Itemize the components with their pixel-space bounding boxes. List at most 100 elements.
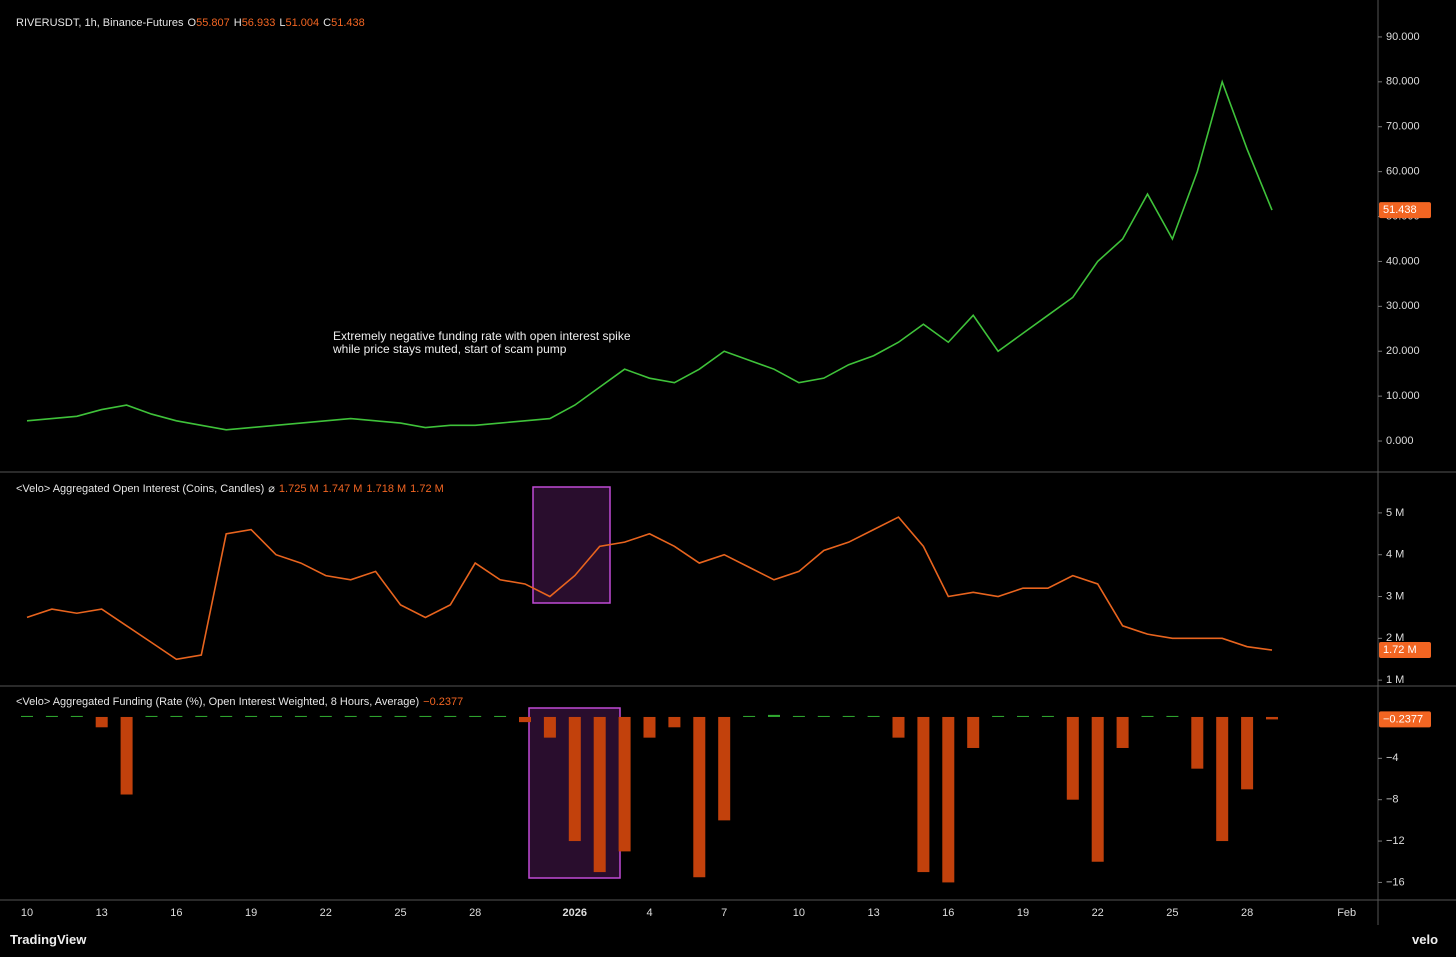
bar — [1166, 715, 1179, 717]
bar — [419, 715, 432, 717]
x-tick-label: Feb — [1337, 907, 1356, 919]
bar — [743, 715, 756, 717]
bar — [494, 715, 507, 717]
bar — [718, 716, 731, 821]
x-tick-label: 10 — [21, 907, 33, 919]
ohlc-value: 56.933 — [241, 17, 276, 29]
bar — [568, 716, 581, 842]
y-tick-label: 2 M — [1386, 632, 1404, 644]
title: <Velo> Aggregated Funding (Rate (%), Ope… — [16, 696, 420, 708]
last-value: −0.2377 — [423, 696, 464, 708]
bar — [294, 715, 307, 717]
bar — [643, 716, 656, 738]
bar — [319, 715, 332, 717]
bar — [195, 715, 208, 717]
price-header: RIVERUSDT, 1h, Binance-Futures O55.807 H56… — [16, 17, 373, 29]
last-value-label: −0.2377 — [1383, 713, 1423, 725]
ohlc-value: 55.807 — [196, 17, 230, 29]
oi-header: <Velo> Aggregated Open Interest (Coins, … — [16, 482, 448, 495]
bar — [369, 715, 382, 717]
bar — [792, 715, 805, 717]
annotation-line: while price stays muted, start of scam p… — [333, 342, 567, 356]
series-line — [26, 516, 1273, 661]
x-tick-label: 16 — [170, 907, 182, 919]
bar — [21, 715, 33, 717]
bar — [270, 715, 282, 717]
bar — [220, 715, 233, 717]
y-tick-label: 1 M — [1386, 674, 1404, 686]
x-tick-label: 22 — [320, 907, 332, 919]
ohlc-value: 51.004 — [285, 17, 320, 29]
highlight-box — [532, 486, 611, 604]
symbol: RIVERUSDT, 1h, Binance-Futures — [16, 17, 184, 29]
bar — [245, 715, 258, 717]
bar — [817, 715, 830, 717]
bar — [768, 714, 780, 717]
ohlc-value: 51.438 — [331, 17, 365, 29]
x-tick-label: 13 — [96, 907, 108, 919]
x-tick-label: 19 — [245, 907, 257, 919]
last-value-tag — [1379, 642, 1431, 659]
bar — [95, 716, 108, 728]
bar — [693, 716, 706, 878]
series-line — [26, 79, 1273, 431]
bar — [543, 716, 556, 738]
y-tick-label: −8 — [1386, 794, 1399, 806]
y-tick-label: −16 — [1386, 876, 1405, 888]
bar — [344, 715, 357, 717]
bar — [618, 716, 631, 852]
x-tick-label: 7 — [721, 907, 727, 919]
x-tick-label: 28 — [469, 907, 481, 919]
x-tick-label: 19 — [1017, 907, 1029, 919]
ohlc-label: L — [279, 17, 286, 29]
x-tick-label: 4 — [646, 907, 652, 919]
bar — [519, 716, 531, 723]
symbol-mark: ⌀ — [268, 483, 275, 495]
y-tick-label: 10.000 — [1386, 390, 1420, 402]
bar — [593, 716, 606, 873]
y-tick-label: 5 M — [1386, 507, 1404, 519]
last-value-tag — [1379, 202, 1431, 219]
y-tick-label: 70.000 — [1386, 121, 1420, 133]
bar — [942, 716, 955, 883]
y-tick-label: −12 — [1386, 835, 1405, 847]
y-tick-label: 60.000 — [1386, 166, 1420, 178]
y-tick-label: 90.000 — [1386, 31, 1420, 43]
x-tick-label: 2026 — [563, 907, 587, 919]
x-tick-label: 25 — [394, 907, 406, 919]
x-tick-label: 25 — [1166, 907, 1178, 919]
y-tick-label: 80.000 — [1386, 76, 1420, 88]
bar — [1266, 716, 1278, 720]
ohlc: O55.807 H56.933 L51.004 C51.438 — [188, 17, 369, 29]
bar — [170, 715, 183, 717]
bar — [394, 715, 407, 717]
funding-header: <Velo> Aggregated Funding (Rate (%), Ope… — [16, 696, 467, 708]
bar — [469, 715, 482, 717]
legend-value: 1.747 M — [322, 483, 363, 495]
bar — [444, 715, 457, 717]
ohlc-label: H — [233, 17, 242, 29]
bar — [1216, 716, 1229, 842]
y-tick-label: 3 M — [1386, 590, 1404, 602]
bar — [917, 716, 930, 873]
bar — [1191, 716, 1204, 769]
brand: TradingView — [10, 932, 87, 947]
title: <Velo> Aggregated Open Interest (Coins, … — [16, 483, 265, 495]
y-tick-label: 0.000 — [1386, 435, 1414, 447]
bar — [70, 715, 83, 717]
bar — [842, 715, 855, 717]
x-tick-label: 13 — [867, 907, 879, 919]
bar — [1241, 716, 1254, 790]
bar — [45, 715, 58, 717]
legend-value: 1.718 M — [366, 483, 407, 495]
bar — [120, 716, 133, 795]
bar — [1041, 715, 1054, 717]
bar — [1066, 716, 1079, 800]
bar — [1017, 715, 1029, 717]
x-tick-label: 22 — [1092, 907, 1104, 919]
x-tick-label: 10 — [793, 907, 805, 919]
y-tick-label: −4 — [1386, 752, 1399, 764]
annotation: Extremely negative funding rate with ope… — [333, 330, 631, 356]
